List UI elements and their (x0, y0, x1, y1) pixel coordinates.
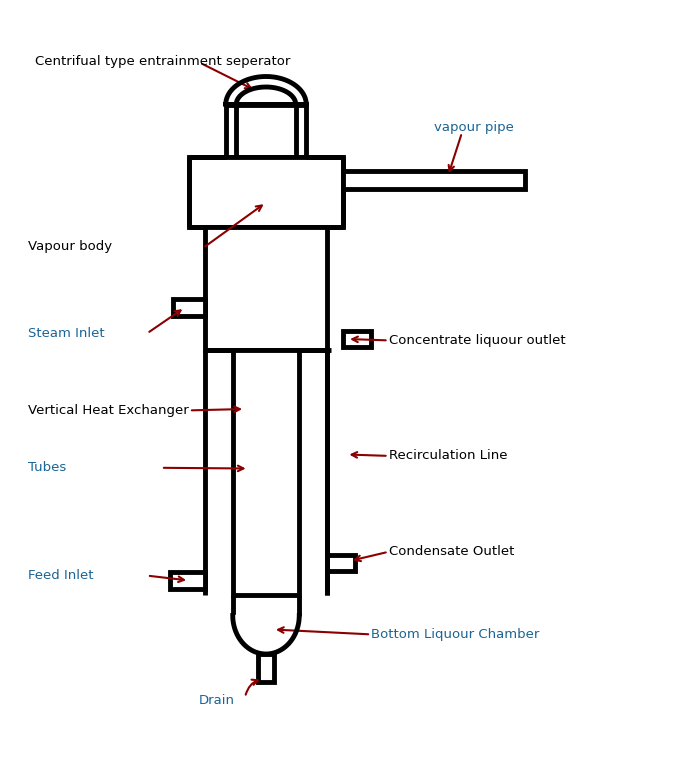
Text: Tubes: Tubes (28, 461, 66, 474)
FancyBboxPatch shape (343, 331, 371, 347)
Text: Centrifual type entrainment seperator: Centrifual type entrainment seperator (35, 55, 290, 68)
FancyBboxPatch shape (189, 157, 343, 227)
Text: vapour pipe: vapour pipe (434, 121, 514, 134)
Text: Condensate Outlet: Condensate Outlet (389, 545, 514, 558)
Polygon shape (225, 76, 307, 104)
Text: Drain: Drain (199, 694, 235, 707)
FancyBboxPatch shape (232, 350, 300, 594)
FancyBboxPatch shape (169, 572, 204, 589)
Text: Vertical Heat Exchanger: Vertical Heat Exchanger (28, 404, 189, 417)
FancyBboxPatch shape (174, 299, 204, 316)
Text: Steam Inlet: Steam Inlet (28, 327, 104, 340)
Polygon shape (232, 616, 300, 654)
FancyBboxPatch shape (225, 104, 307, 157)
FancyBboxPatch shape (237, 104, 296, 157)
FancyBboxPatch shape (258, 654, 274, 682)
Text: Bottom Liquour Chamber: Bottom Liquour Chamber (371, 628, 540, 641)
FancyBboxPatch shape (204, 227, 328, 350)
FancyBboxPatch shape (343, 171, 525, 188)
Polygon shape (237, 87, 296, 104)
FancyBboxPatch shape (328, 555, 355, 571)
Text: Recirculation Line: Recirculation Line (389, 450, 507, 463)
Text: Vapour body: Vapour body (28, 240, 112, 253)
Text: Concentrate liquour outlet: Concentrate liquour outlet (389, 334, 565, 347)
Text: Feed Inlet: Feed Inlet (28, 569, 94, 582)
